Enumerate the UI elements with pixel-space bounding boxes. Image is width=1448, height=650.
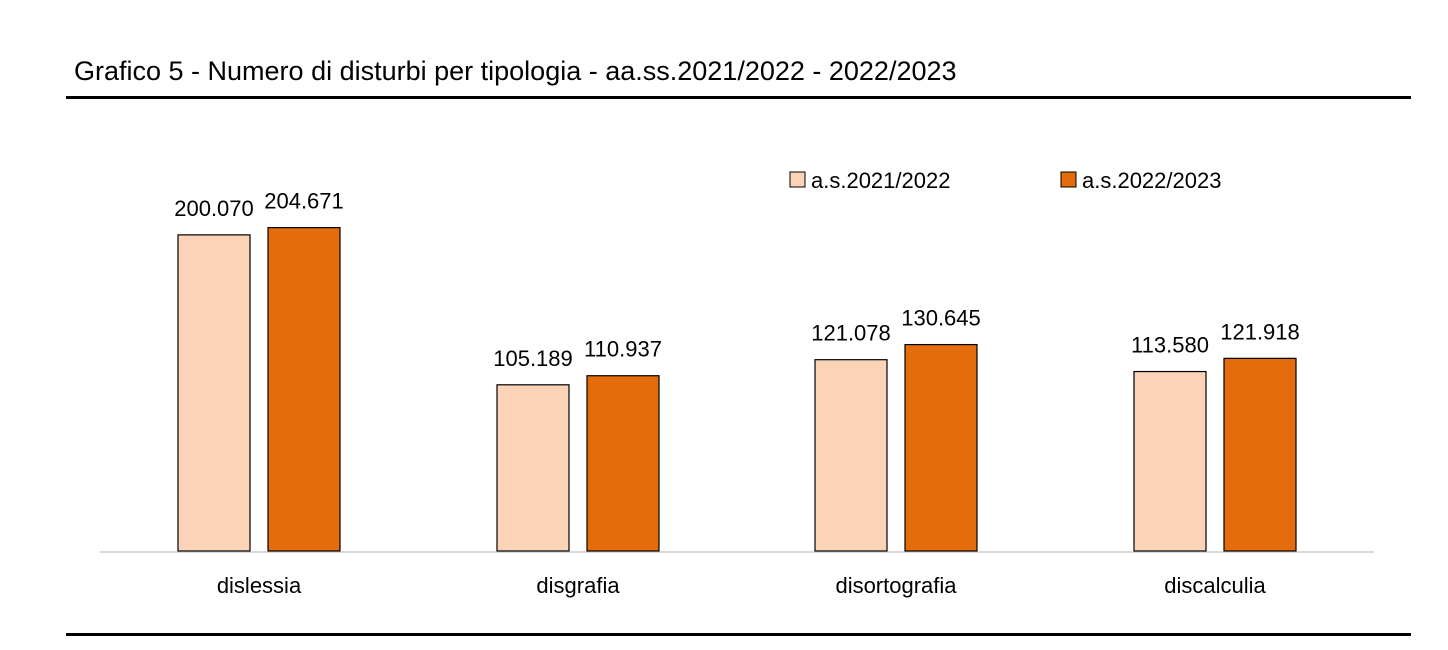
category-label-disortografia: disortografia [835,573,957,598]
bar-disortografia-series-1 [814,359,888,552]
legend-swatch-series-2 [1060,171,1077,188]
category-label-disgrafia: disgrafia [536,573,620,598]
bar-dislessia-series-1 [177,234,251,552]
legend-swatch-series-1 [789,171,806,188]
title-rule [66,96,1411,99]
data-label-disgrafia-series-2: 110.937 [584,337,662,362]
bar-discalculia-series-1 [1133,370,1207,552]
data-label-discalculia-series-1: 113.580 [1131,333,1209,358]
legend-label-series-2: a.s.2022/2023 [1082,168,1221,193]
bar-disgrafia-series-1 [496,384,570,552]
data-label-disgrafia-series-1: 105.189 [493,346,573,371]
data-label-dislessia-series-1: 200.070 [174,196,254,221]
data-label-disortografia-series-1: 121.078 [811,321,891,346]
data-label-disortografia-series-2: 130.645 [901,306,981,331]
bar-disgrafia-series-2 [586,375,660,552]
legend-label-series-1: a.s.2021/2022 [811,168,950,193]
data-label-discalculia-series-2: 121.918 [1220,319,1300,344]
category-label-discalculia: discalculia [1164,573,1266,598]
data-label-dislessia-series-2: 204.671 [264,189,344,214]
bottom-rule [66,633,1411,636]
bar-disortografia-series-2 [904,343,978,552]
bar-discalculia-series-2 [1223,357,1297,552]
chart-title: Grafico 5 - Numero di disturbi per tipol… [74,56,957,86]
category-label-dislessia: dislessia [217,573,302,598]
bar-dislessia-series-2 [267,227,341,552]
